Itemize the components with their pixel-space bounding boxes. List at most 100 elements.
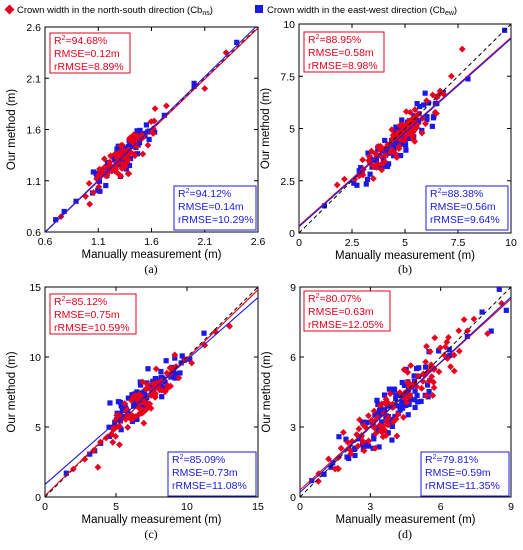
y-tick-label: 5 <box>35 422 41 434</box>
data-point-ns <box>139 150 147 158</box>
data-point-ns <box>429 392 437 399</box>
data-point-ew <box>364 176 371 183</box>
data-point-ew <box>374 397 380 403</box>
data-point-ns <box>405 379 413 387</box>
data-point-ew <box>379 419 385 425</box>
panel-c: 0 5 10 15 0 5 10 15 Manually measurement (m) Our … <box>6 282 264 541</box>
data-point-ew <box>321 471 327 477</box>
data-point-ew <box>415 399 421 405</box>
data-point-ns <box>188 359 196 367</box>
y-tick-label: 2.5 <box>280 176 295 188</box>
y-tick-label: 5 <box>289 124 295 136</box>
data-point-ew <box>354 182 360 188</box>
data-point-ns <box>144 141 152 149</box>
data-point-ns <box>393 154 401 161</box>
y-axis-label: Our method (m) <box>6 351 18 432</box>
data-point-ew <box>376 412 382 418</box>
y-tick-label: 1.6 <box>26 125 41 137</box>
data-point-ns <box>431 334 439 342</box>
panel-caption: (c) <box>144 527 157 541</box>
data-point-ns <box>107 152 114 160</box>
data-point-ns <box>419 115 426 122</box>
data-point-ew <box>394 141 400 147</box>
y-tick-label: 2.1 <box>26 73 41 85</box>
data-point-ew <box>405 412 411 418</box>
data-point-ew <box>187 356 193 362</box>
data-point-ns <box>470 315 478 323</box>
data-point-ns <box>368 147 375 155</box>
data-point-ew <box>393 396 399 402</box>
data-point-ew <box>351 446 357 452</box>
data-point-ew <box>103 182 109 189</box>
data-point-ew <box>356 436 362 442</box>
data-point-ew <box>95 187 101 193</box>
data-point-ns <box>425 367 433 375</box>
data-point-ns <box>126 134 134 142</box>
data-point-ew <box>412 397 418 403</box>
data-point-ew <box>158 368 164 375</box>
data-point-ns <box>158 377 165 385</box>
data-point-ns <box>141 399 149 407</box>
x-tick-label: 10 <box>505 237 517 249</box>
data-point-ew <box>371 433 377 439</box>
data-point-ew <box>134 151 141 157</box>
data-point-ns <box>121 400 129 408</box>
y-tick-label: 0 <box>290 492 296 504</box>
data-point-ew <box>96 178 103 184</box>
data-point-ew <box>393 392 399 398</box>
data-point-ew <box>90 169 96 175</box>
data-point-ew <box>134 128 140 134</box>
data-point-ew <box>425 100 432 106</box>
legend-north-south: Crown width in the north-south direction… <box>17 5 213 17</box>
data-point-ew <box>134 416 140 423</box>
y-tick-label: 2.6 <box>26 22 41 34</box>
data-point-ew <box>414 392 420 399</box>
data-point-ns <box>443 338 451 346</box>
data-point-ew <box>503 307 509 313</box>
data-point-ew <box>363 420 369 426</box>
y-tick-label: 1.1 <box>26 176 41 188</box>
data-point-ns <box>404 368 412 376</box>
data-point-ew <box>336 434 342 440</box>
data-point-ew <box>394 403 400 409</box>
data-point-ew <box>107 400 113 406</box>
data-point-ns <box>400 413 407 421</box>
data-point-ew <box>115 399 122 405</box>
data-point-ns <box>116 441 123 449</box>
data-point-ew <box>152 376 158 382</box>
data-point-ns <box>431 108 439 116</box>
data-point-ew <box>104 161 111 167</box>
data-point-ew <box>403 147 409 153</box>
stat-rmse: RMSE=0.63m <box>308 306 374 318</box>
data-point-ew <box>424 114 430 120</box>
data-point-ew <box>360 419 366 425</box>
stat-rmse: RMSE=0.14m <box>178 201 244 213</box>
data-point-ew <box>381 392 388 398</box>
data-point-ew <box>162 379 168 385</box>
y-tick-label: 3 <box>290 422 296 434</box>
stat-rrmse: rRMSE=10.29% <box>178 214 254 226</box>
y-axis-label: Our method (m) <box>6 89 18 170</box>
data-point-ns <box>389 135 396 142</box>
data-point-ns <box>150 117 158 125</box>
x-tick-label: 3 <box>367 501 373 513</box>
x-tick-label: 9 <box>508 501 514 513</box>
data-point-ns <box>428 373 436 380</box>
data-point-ew <box>447 352 453 359</box>
data-point-ew <box>321 203 328 209</box>
data-point-ns <box>422 358 430 366</box>
data-point-ew <box>401 382 408 389</box>
data-point-ns <box>411 380 419 387</box>
data-point-ew <box>389 437 395 443</box>
data-point-ew <box>426 389 432 395</box>
x-tick-label: 1.6 <box>144 236 159 248</box>
data-point-ns <box>163 369 171 377</box>
x-axis-label: Manually measurement (m) <box>82 249 222 261</box>
data-point-ns <box>400 137 408 145</box>
data-point-ew <box>363 181 369 187</box>
data-point-ew <box>372 412 378 418</box>
data-point-ew <box>352 452 358 459</box>
data-point-ns <box>396 389 404 396</box>
